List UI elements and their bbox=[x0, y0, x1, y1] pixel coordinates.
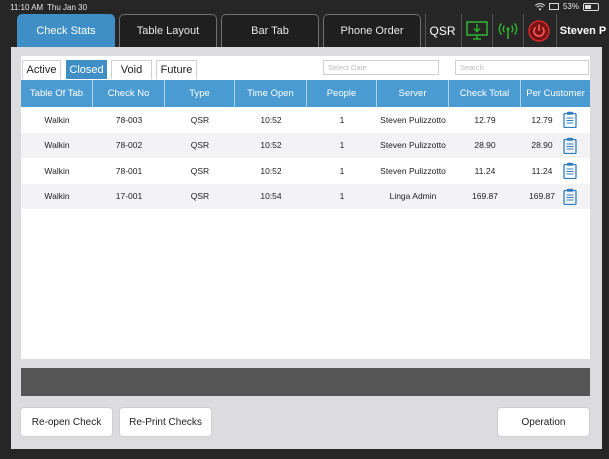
wifi-icon bbox=[534, 2, 545, 10]
per-customer-value: 28.90 bbox=[531, 140, 553, 150]
mode-label[interactable]: QSR bbox=[425, 14, 459, 47]
column-header-per-customer[interactable]: Per Customer bbox=[526, 88, 585, 99]
user-name[interactable]: Steven P bbox=[556, 14, 609, 47]
cell-check-no: 17-001 bbox=[115, 191, 143, 201]
top-nav: Check Stats Table Layout Bar Tab Phone O… bbox=[0, 14, 609, 47]
clipboard-icon[interactable] bbox=[563, 111, 577, 128]
column-header-type[interactable]: Type bbox=[165, 80, 235, 107]
column-header-table-of-tab[interactable]: Table Of Tab bbox=[21, 80, 93, 107]
cell-table-of-tab: Walkin bbox=[44, 191, 70, 201]
per-customer-value: 12.79 bbox=[531, 114, 553, 125]
cell-people: 1 bbox=[339, 165, 345, 176]
cell-check-no: 78-002 bbox=[115, 140, 143, 150]
column-header-check-total[interactable]: Check Total bbox=[449, 80, 521, 107]
cell-type: QSR bbox=[190, 140, 210, 150]
reprint-checks-button[interactable]: Re-Print Checks bbox=[119, 407, 212, 437]
table-header: Table Of Tab Check No Type Time Open People S… bbox=[21, 80, 590, 107]
power-button[interactable] bbox=[523, 14, 553, 47]
cell-per-customer: 169.87 bbox=[521, 184, 590, 209]
cell-check-no: 78-001 bbox=[115, 165, 143, 176]
tab-check-stats[interactable]: Check Stats bbox=[17, 14, 115, 47]
cell-time-open: 10:54 bbox=[260, 191, 282, 201]
cell-server: Steven Pulizzotto bbox=[380, 165, 446, 176]
table-row[interactable]: Walkin 78-001 QSR 10:52 1 Steven Pulizzotto 11… bbox=[21, 158, 590, 183]
cell-check-total: 28.90 bbox=[474, 140, 496, 150]
wireless-signal-icon bbox=[498, 22, 517, 39]
subtab-active[interactable]: Active bbox=[22, 60, 61, 79]
cell-per-customer: 28.90 bbox=[521, 133, 590, 158]
cell-type: QSR bbox=[190, 191, 210, 201]
cell-people: 1 bbox=[339, 114, 345, 125]
subtab-closed[interactable]: Closed bbox=[66, 60, 107, 79]
per-customer-value: 169.87 bbox=[529, 191, 555, 201]
tab-phone-order[interactable]: Phone Order bbox=[323, 14, 421, 47]
cell-people: 1 bbox=[339, 191, 345, 201]
cell-type: QSR bbox=[190, 165, 210, 176]
cell-check-total: 11.24 bbox=[474, 165, 496, 176]
column-header-check-no[interactable]: Check No bbox=[93, 80, 165, 107]
screen-mirror-icon bbox=[548, 2, 559, 10]
cell-time-open: 10:52 bbox=[260, 165, 282, 176]
status-bar: 11:10 AM Thu Jan 30 53% bbox=[0, 0, 609, 14]
cell-people: 1 bbox=[339, 140, 345, 150]
checks-panel: Active Closed Void Future Select Date Se… bbox=[21, 56, 590, 359]
cell-time-open: 10:52 bbox=[260, 114, 282, 125]
table-row[interactable]: Walkin 17-001 QSR 10:54 1 Linga Admin 169.87 16… bbox=[21, 183, 590, 209]
column-header-people[interactable]: People bbox=[307, 80, 377, 107]
status-time: 11:10 AM bbox=[10, 3, 44, 12]
cell-server: Steven Pulizzotto bbox=[380, 140, 446, 150]
tab-table-layout[interactable]: Table Layout bbox=[119, 14, 217, 47]
monitor-download-button[interactable] bbox=[461, 14, 491, 47]
status-indicators: 53% bbox=[534, 2, 599, 11]
column-header-server[interactable]: Server bbox=[377, 80, 449, 107]
cell-time-open: 10:52 bbox=[260, 140, 282, 150]
table-row[interactable]: Walkin 78-002 QSR 10:52 1 Steven Pulizzotto 28… bbox=[21, 132, 590, 158]
cell-per-customer: 12.79 bbox=[521, 107, 590, 132]
cell-check-no: 78-003 bbox=[115, 114, 143, 125]
battery-percent: 53% bbox=[562, 2, 579, 11]
cell-server: Steven Pulizzotto bbox=[380, 114, 446, 125]
cell-table-of-tab: Walkin bbox=[44, 140, 70, 150]
search-input[interactable]: Search bbox=[455, 60, 589, 75]
info-bar bbox=[21, 368, 590, 396]
table-row[interactable]: Walkin 78-003 QSR 10:52 1 Steven Pulizzotto 12… bbox=[21, 107, 590, 132]
cell-type: QSR bbox=[190, 114, 210, 125]
cell-check-total: 12.79 bbox=[474, 114, 496, 125]
cell-per-customer: 11.24 bbox=[521, 158, 590, 183]
per-customer-value: 11.24 bbox=[531, 165, 553, 176]
tab-bar-tab[interactable]: Bar Tab bbox=[221, 14, 319, 47]
cell-check-total: 169.87 bbox=[472, 191, 498, 201]
main-content: Active Closed Void Future Select Date Se… bbox=[11, 47, 602, 449]
subtab-future[interactable]: Future bbox=[156, 60, 197, 79]
battery-icon bbox=[583, 2, 599, 11]
cell-table-of-tab: Walkin bbox=[44, 114, 70, 125]
reopen-check-button[interactable]: Re-open Check bbox=[20, 407, 113, 437]
clipboard-icon[interactable] bbox=[563, 188, 577, 205]
clipboard-icon[interactable] bbox=[563, 162, 577, 179]
cell-table-of-tab: Walkin bbox=[44, 165, 70, 176]
status-date: Thu Jan 30 bbox=[47, 3, 88, 12]
cell-server: Linga Admin bbox=[389, 191, 437, 201]
operation-button[interactable]: Operation bbox=[497, 407, 590, 437]
power-icon bbox=[527, 19, 550, 42]
wireless-signal-button[interactable] bbox=[492, 14, 522, 47]
monitor-download-icon bbox=[465, 20, 488, 40]
clipboard-icon[interactable] bbox=[563, 137, 577, 154]
column-header-time-open[interactable]: Time Open bbox=[235, 80, 307, 107]
subtab-void[interactable]: Void bbox=[111, 60, 152, 79]
date-select-field[interactable]: Select Date bbox=[323, 60, 439, 75]
